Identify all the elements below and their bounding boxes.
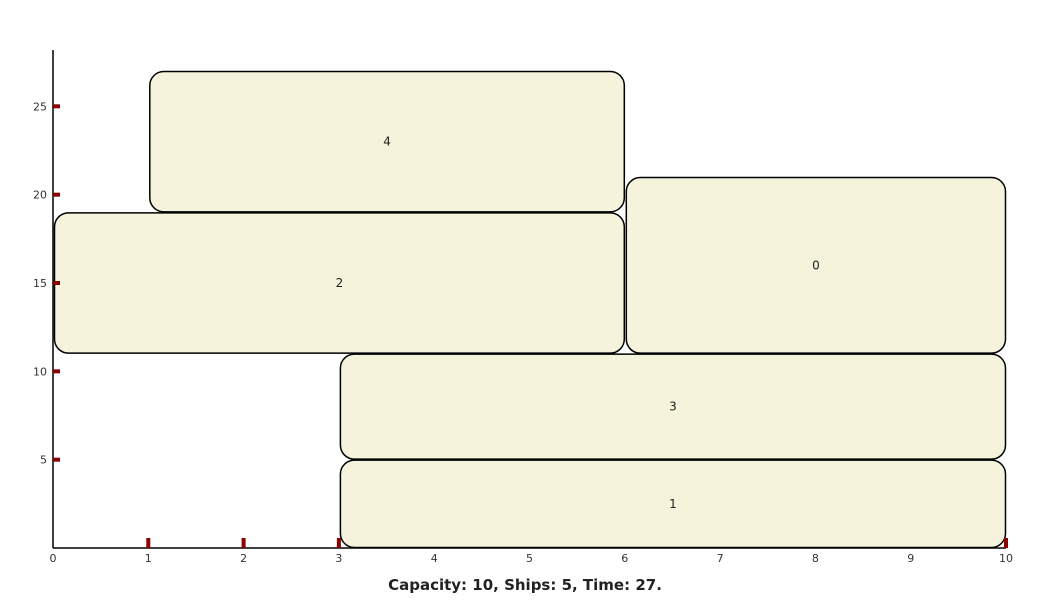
y-tick-label: 10 — [33, 365, 47, 378]
y-tick-label: 25 — [33, 100, 47, 113]
ship-0-rect — [625, 176, 1007, 354]
y-tick-mark — [53, 192, 60, 197]
y-tick-mark — [53, 281, 60, 285]
x-tick-label: 6 — [621, 552, 628, 565]
x-tick-label: 4 — [431, 552, 438, 565]
x-tick-label: 7 — [717, 552, 724, 565]
y-tick-label: 5 — [40, 454, 47, 467]
x-tick-mark — [336, 538, 341, 548]
ship-1-block: 1 — [339, 459, 1007, 549]
ship-3-block: 3 — [339, 353, 1007, 460]
x-tick-label: 9 — [907, 552, 914, 565]
ship-2-label: 2 — [336, 276, 344, 290]
y-tick-mark — [53, 369, 60, 374]
x-tick-label: 2 — [240, 552, 247, 565]
x-tick-label: 5 — [526, 552, 533, 565]
y-tick-mark — [53, 104, 60, 109]
chart-caption: Capacity: 10, Ships: 5, Time: 27. — [388, 576, 662, 594]
x-tick-label: 1 — [145, 552, 152, 565]
ship-4-rect — [149, 70, 626, 213]
ship-2-block: 2 — [53, 212, 626, 354]
x-tick-mark — [1004, 538, 1008, 548]
ship-3-label: 3 — [669, 400, 677, 414]
x-tick-label: 10 — [999, 552, 1013, 565]
ship-1-label: 1 — [669, 497, 677, 511]
axes — [52, 50, 1006, 549]
x-tick-mark — [241, 538, 246, 548]
ship-boxes: 0 1 2 3 4 — [53, 70, 1007, 549]
ship-4-block: 4 — [149, 70, 626, 213]
y-tick-label: 15 — [33, 277, 47, 290]
ship-0-label: 0 — [812, 258, 820, 272]
x-tick-mark — [146, 538, 151, 548]
x-tick-label: 3 — [335, 552, 342, 565]
y-tick-mark — [53, 457, 60, 462]
ship-3-rect — [339, 353, 1007, 460]
ship-0-block: 0 — [625, 176, 1007, 354]
x-tick-label: 8 — [812, 552, 819, 565]
x-tick-label: 0 — [50, 552, 57, 565]
ship-4-label: 4 — [383, 135, 391, 149]
y-tick-label: 20 — [33, 189, 47, 202]
